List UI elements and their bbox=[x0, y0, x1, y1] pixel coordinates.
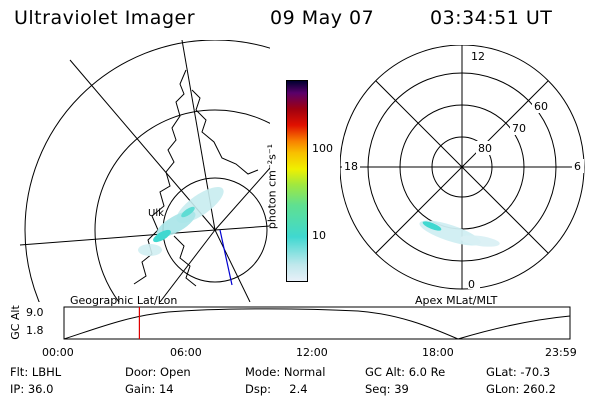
xtick-1200: 12:00 bbox=[296, 346, 328, 359]
geo-map-label: Geographic Lat/Lon bbox=[70, 294, 178, 307]
meridian-line bbox=[214, 229, 251, 302]
coastline bbox=[173, 235, 197, 287]
spacecraft-track bbox=[219, 229, 233, 286]
altitude-ytick-low: 1.8 bbox=[26, 324, 44, 337]
info-mode: Mode: Normal bbox=[245, 365, 326, 379]
xtick-0000: 00:00 bbox=[42, 346, 74, 359]
app-title: Ultraviolet Imager bbox=[14, 7, 196, 29]
info-dsp: Dsp: 2.4 bbox=[245, 382, 308, 396]
info-glat: GLat: -70.3 bbox=[486, 365, 551, 379]
xtick-0600: 06:00 bbox=[170, 346, 202, 359]
geographic-map: Ulk bbox=[19, 40, 270, 302]
lat-label-70: 70 bbox=[512, 122, 526, 135]
info-seq: Seq: 39 bbox=[365, 382, 409, 396]
date-label: 09 May 07 bbox=[270, 7, 375, 29]
mlt-label-18: 18 bbox=[344, 160, 358, 173]
mlt-label-12: 12 bbox=[471, 50, 485, 63]
info-door: Door: Open bbox=[125, 365, 191, 379]
time-label: 03:34:51 UT bbox=[430, 7, 553, 29]
meridian-line bbox=[214, 225, 270, 231]
info-filter: Flt: LBHL bbox=[10, 365, 62, 379]
xtick-1800: 18:00 bbox=[422, 346, 454, 359]
latitude-circle-outer bbox=[24, 40, 270, 302]
colorbar-tick-100: 100 bbox=[312, 142, 333, 155]
altitude-plot bbox=[63, 306, 571, 340]
info-gc-alt: GC Alt: 6.0 Re bbox=[365, 365, 446, 379]
mlt-label-6: 6 bbox=[574, 160, 581, 173]
info-ip: IP: 36.0 bbox=[10, 382, 54, 396]
lat-label-80: 80 bbox=[478, 142, 492, 155]
coast-text: Ulk bbox=[148, 208, 164, 219]
meridian-line bbox=[214, 167, 270, 231]
meridian-line bbox=[19, 229, 216, 246]
info-glon: GLon: 260.2 bbox=[486, 382, 556, 396]
latitude-circle-middle bbox=[94, 109, 270, 302]
meridian-line bbox=[159, 229, 216, 302]
polar-plot-label: Apex MLat/MLT bbox=[415, 294, 498, 307]
aurora-emission-geo bbox=[138, 186, 224, 256]
polar-plot: 12 18 6 0 80 70 60 bbox=[340, 45, 585, 291]
info-gain: Gain: 14 bbox=[125, 382, 174, 396]
colorbar bbox=[286, 80, 308, 282]
coastline bbox=[191, 89, 259, 175]
xtick-2359: 23:59 bbox=[545, 346, 577, 359]
mlt-label-0: 0 bbox=[468, 278, 475, 291]
lat-label-60: 60 bbox=[534, 100, 548, 113]
altitude-ylabel: GC Alt bbox=[8, 305, 22, 340]
aurora-emission-polar bbox=[419, 220, 500, 247]
colorbar-tick-10: 10 bbox=[312, 229, 326, 242]
altitude-ytick-high: 9.0 bbox=[26, 306, 44, 319]
colorbar-unit-label: photon cm⁻²s⁻¹ bbox=[265, 143, 279, 230]
